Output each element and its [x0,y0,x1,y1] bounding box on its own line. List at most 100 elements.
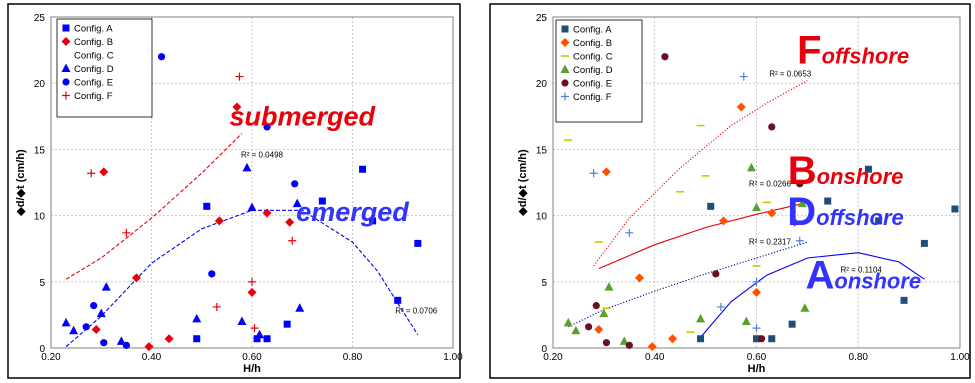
data-point [788,320,796,328]
data-point [718,216,728,226]
data-point [864,165,872,173]
data-point [589,169,598,178]
data-point [716,302,725,311]
data-point [263,123,271,131]
data-point [237,316,247,326]
annotation-rest: onshore [834,268,921,293]
r-squared-label: R² = 0.0706 [395,307,438,316]
data-point [625,341,633,349]
y-tick-label: 20 [34,79,46,90]
x-tick-label: 0.40 [645,352,665,363]
x-tick-label: 0.20 [41,352,61,363]
legend-label: Config. F [74,91,113,102]
data-point [741,316,751,326]
legend-label: Config. F [573,92,612,103]
data-point [208,270,216,278]
x-tick-label: 0.80 [343,352,363,363]
data-point [739,72,748,81]
y-tick-label: 5 [541,278,547,289]
annotation-rest: offshore [822,43,910,68]
annotation-letter: D [787,190,816,234]
data-point [752,324,761,333]
data-point [746,162,756,172]
legend-label: Config. D [74,64,114,75]
data-point [599,308,609,318]
y-tick-label: 15 [34,145,46,156]
data-point [164,334,174,344]
data-point [288,236,297,245]
data-point [69,325,79,335]
data-point [602,339,611,347]
data-point [900,296,908,304]
data-point [255,329,265,339]
data-point [116,336,126,345]
y-tick-label: 10 [34,212,46,223]
r-squared-label: R² = 0.0498 [241,150,284,159]
data-point [797,198,807,208]
region-annotation: emerged [296,197,409,227]
data-point [369,217,377,225]
data-point [920,239,928,247]
y-tick-label: 25 [34,13,46,24]
data-point [292,198,302,208]
trendline [700,252,925,338]
legend-marker [561,92,569,101]
legend-marker [561,79,569,87]
legend-label: Config. C [573,52,613,63]
data-point [604,282,614,291]
data-point [661,53,669,61]
y-tick-label: 0 [39,344,45,355]
data-point [619,336,629,345]
legend-label: Config. B [74,37,113,48]
legend-box [555,19,643,123]
data-point [753,335,760,343]
data-point [248,277,256,286]
data-point [291,180,299,188]
x-tick-label: 0.40 [142,352,162,363]
data-point [571,325,581,335]
data-point [212,302,221,311]
r-squared-label: R² = 0.0653 [769,70,812,79]
y-tick-label: 5 [39,278,45,289]
data-point [235,72,244,81]
data-point [697,335,705,343]
data-point [712,270,720,278]
legend-label: Config. A [573,25,612,36]
legend-marker [62,24,70,32]
data-point [193,335,201,343]
legend-marker [62,91,70,100]
data-point [752,277,761,286]
x-tick-label: 1.00 [950,352,970,363]
data-point [99,167,109,177]
data-point [768,335,776,343]
data-point [250,324,259,333]
legend-marker [61,37,71,46]
data-point [295,303,305,312]
data-point [601,167,611,177]
region-annotation: Doffshore [787,190,904,234]
data-point [696,313,706,323]
data-point [768,123,776,131]
data-point [795,236,804,245]
legend-marker [560,38,570,47]
data-point [875,217,883,225]
legend-label: Config. D [573,65,613,76]
data-point [563,317,573,327]
data-point [91,324,101,334]
region-annotation: submerged [229,102,375,132]
legend-marker [61,63,71,72]
x-tick-label: 0.60 [747,352,767,363]
y-axis-label: ◆d/◆t (cm/h) [517,149,529,217]
data-point [262,208,272,218]
data-point [100,339,108,347]
data-point [90,302,98,310]
data-point [824,197,832,205]
x-tick-label: 0.20 [543,352,563,363]
data-point [242,162,252,172]
x-axis-label: H/h [243,363,261,375]
annotation-letter: F [797,28,821,72]
legend-label: Config. C [74,51,114,62]
x-axis-label: H/h [748,363,766,375]
data-point [757,335,766,343]
